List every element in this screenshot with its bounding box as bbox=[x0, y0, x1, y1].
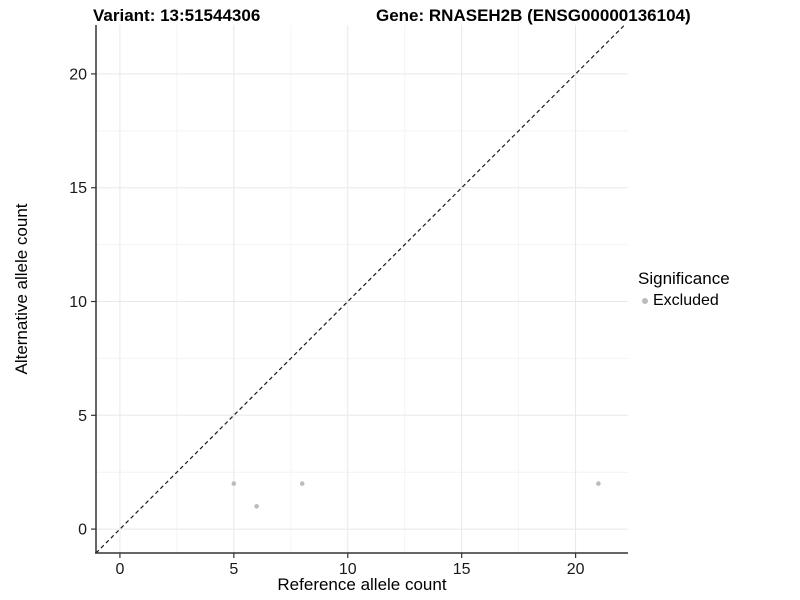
y-tick-label: 10 bbox=[69, 294, 87, 311]
y-tick-label: 15 bbox=[69, 180, 87, 197]
x-tick-label: 5 bbox=[229, 561, 238, 578]
plot-title-variant: Variant: 13:51544306 bbox=[93, 6, 261, 25]
identity-line bbox=[96, 25, 626, 553]
data-points bbox=[231, 481, 601, 509]
data-point bbox=[254, 504, 259, 509]
axes bbox=[95, 25, 628, 554]
data-point bbox=[299, 481, 305, 486]
legend: Significance Excluded bbox=[638, 269, 730, 310]
x-tick-label: 15 bbox=[453, 561, 471, 578]
gridlines bbox=[96, 25, 628, 553]
y-axis-title: Alternative allele count bbox=[12, 203, 31, 375]
x-tick-label: 10 bbox=[339, 561, 357, 578]
data-point bbox=[596, 481, 601, 486]
legend-item-label: Excluded bbox=[653, 292, 719, 309]
tick-marks: 0 5 10 15 20 0 5 10 15 20 bbox=[69, 66, 584, 578]
x-axis-title: Reference allele count bbox=[277, 575, 447, 594]
legend-item: Excluded bbox=[638, 292, 730, 310]
y-tick-label: 0 bbox=[78, 522, 87, 539]
y-tick-label: 20 bbox=[69, 66, 87, 83]
legend-key-point bbox=[642, 298, 648, 304]
data-point bbox=[231, 481, 237, 486]
identity-dashed-line bbox=[96, 25, 626, 553]
legend-title: Significance bbox=[638, 269, 730, 288]
x-tick-label: 0 bbox=[115, 561, 124, 578]
y-tick-label: 5 bbox=[78, 408, 87, 425]
x-tick-label: 20 bbox=[567, 561, 585, 578]
plot-title-gene: Gene: RNASEH2B (ENSG00000136104) bbox=[376, 6, 691, 25]
legend-items: Excluded bbox=[638, 292, 730, 310]
